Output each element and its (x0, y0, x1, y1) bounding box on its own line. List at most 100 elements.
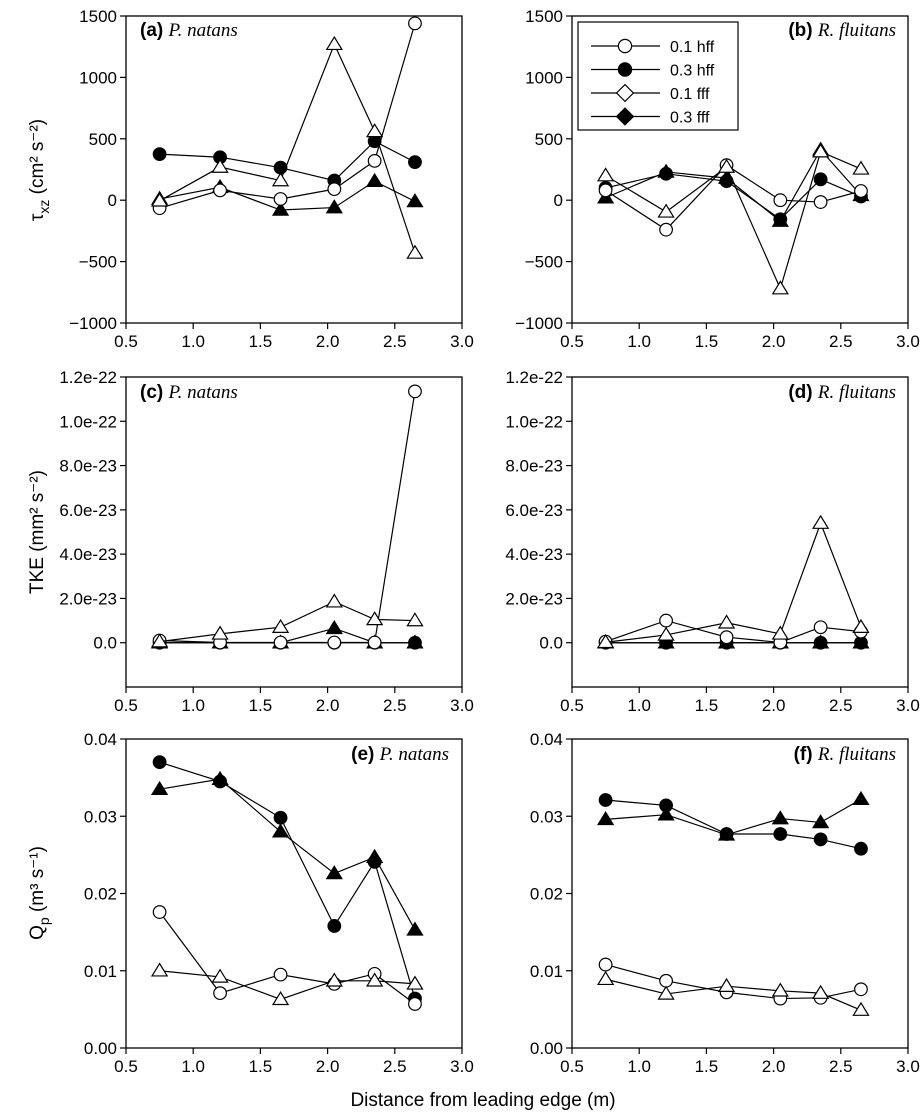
x-tick-label: 0.5 (560, 1057, 584, 1076)
legend-label: 0.3 fff (670, 110, 710, 127)
panel-species: R. fluitans (817, 744, 896, 765)
legend-marker (615, 83, 635, 103)
data-point (367, 854, 382, 869)
data-point (657, 203, 675, 218)
x-tick-label: 0.5 (114, 1057, 138, 1076)
y-axis-title-main: TKE (27, 557, 48, 594)
data-point (366, 611, 384, 626)
panel-label: (f) R. fluitans (794, 744, 896, 765)
data-point (271, 172, 290, 187)
legend-entry-hff03: 0.3 hff (591, 62, 715, 80)
series-hff01 (152, 16, 422, 216)
data-point (812, 143, 830, 158)
data-point (152, 147, 167, 162)
data-point (406, 193, 424, 208)
data-point (719, 630, 734, 645)
y-tick-label: 0.00 (530, 1039, 563, 1058)
y-tick-label: 0.04 (530, 730, 563, 749)
series-fff01 (596, 143, 870, 295)
y-tick-label: 2.0e-23 (505, 589, 563, 608)
legend-label: 0.1 fff (670, 86, 710, 103)
data-point (773, 827, 788, 841)
data-point (273, 967, 288, 982)
y-tick-label: 500 (89, 130, 117, 149)
data-point (659, 973, 673, 988)
data-point (273, 192, 288, 206)
series-fff03 (150, 770, 424, 936)
data-point (366, 972, 384, 987)
plot-frame (571, 738, 909, 1049)
series-line (159, 23, 416, 209)
data-point (596, 970, 615, 986)
series-line (159, 601, 415, 643)
y-axis-title: TKE (mm² s⁻²) (27, 470, 48, 594)
data-point (408, 635, 422, 650)
x-tick-label: 0.5 (114, 696, 138, 715)
x-tick-label: 3.0 (450, 332, 474, 351)
plot-frame (571, 15, 909, 324)
x-tick-label: 1.5 (695, 1057, 719, 1076)
series-line (605, 173, 862, 221)
data-point (408, 384, 422, 399)
x-tick-label: 1.0 (627, 332, 651, 351)
data-point (327, 182, 342, 197)
data-point (408, 16, 422, 31)
y-axis-title: Qp (m³ s⁻¹) (27, 846, 52, 940)
legend-label: 0.3 hff (670, 63, 715, 80)
data-point (598, 957, 613, 972)
data-point (150, 962, 169, 977)
x-tick-label: 3.0 (896, 1057, 920, 1076)
data-point (771, 810, 789, 825)
data-point (406, 921, 424, 936)
x-tick-label: 0.5 (114, 332, 138, 351)
data-point (325, 972, 343, 987)
data-point (367, 635, 382, 650)
data-point (408, 997, 422, 1011)
x-tick-label: 3.0 (450, 1057, 474, 1076)
data-point (717, 614, 736, 629)
data-point (211, 625, 229, 640)
data-point (657, 806, 675, 821)
series-line (605, 521, 862, 643)
data-point (271, 990, 290, 1006)
data-point (812, 984, 830, 999)
data-point (408, 155, 422, 170)
chart-panel-c: 0.5 1.0 1.5 2.0 2.5 3.0 0.0 2.0e-23 4.0e-23 6.0e-… (27, 368, 474, 715)
plot-frame (571, 376, 909, 688)
y-tick-label: 0.02 (530, 885, 563, 904)
data-point (771, 280, 789, 295)
series-fff01 (150, 962, 424, 1006)
y-axis-title-sub: p (36, 917, 52, 925)
y-tick-label: 1.0e-22 (59, 412, 117, 431)
panel-letter: (d) (788, 382, 818, 403)
panels: 0.5 1.0 1.5 2.0 2.5 3.0 −1000 −500 0 500 1000 1500 τ… (27, 7, 920, 1076)
series-fff03 (150, 172, 424, 216)
data-point (771, 625, 789, 640)
y-tick-label: 0 (108, 191, 117, 210)
data-point (325, 199, 343, 214)
plot-frame (125, 15, 463, 324)
series-line (159, 911, 416, 1005)
y-axis-title: τxz (cm² s⁻²) (27, 119, 52, 221)
series-hff03 (598, 793, 868, 856)
panel-label: (a) P. natans (140, 20, 238, 41)
legend-entry-fff01: 0.1 fff (591, 83, 710, 103)
data-point (717, 158, 736, 173)
series-fff01 (150, 35, 424, 259)
data-point (852, 618, 870, 633)
data-point (150, 633, 169, 648)
y-tick-label: 4.0e-23 (505, 545, 563, 564)
x-tick-label: 1.0 (181, 332, 205, 351)
series-hff01 (152, 905, 422, 1011)
data-point (325, 35, 343, 51)
x-tick-label: 3.0 (896, 696, 920, 715)
y-tick-label: 8.0e-23 (505, 457, 563, 476)
x-tick-label: 1.5 (249, 332, 273, 351)
data-point (813, 635, 828, 650)
x-tick-label: 2.0 (316, 696, 340, 715)
panel-species: P. natans (168, 382, 238, 403)
x-tick-label: 1.0 (181, 696, 205, 715)
chart-panel-a: 0.5 1.0 1.5 2.0 2.5 3.0 −1000 −500 0 500 1000 1500 τ… (27, 7, 474, 351)
x-tick-label: 2.5 (829, 696, 853, 715)
